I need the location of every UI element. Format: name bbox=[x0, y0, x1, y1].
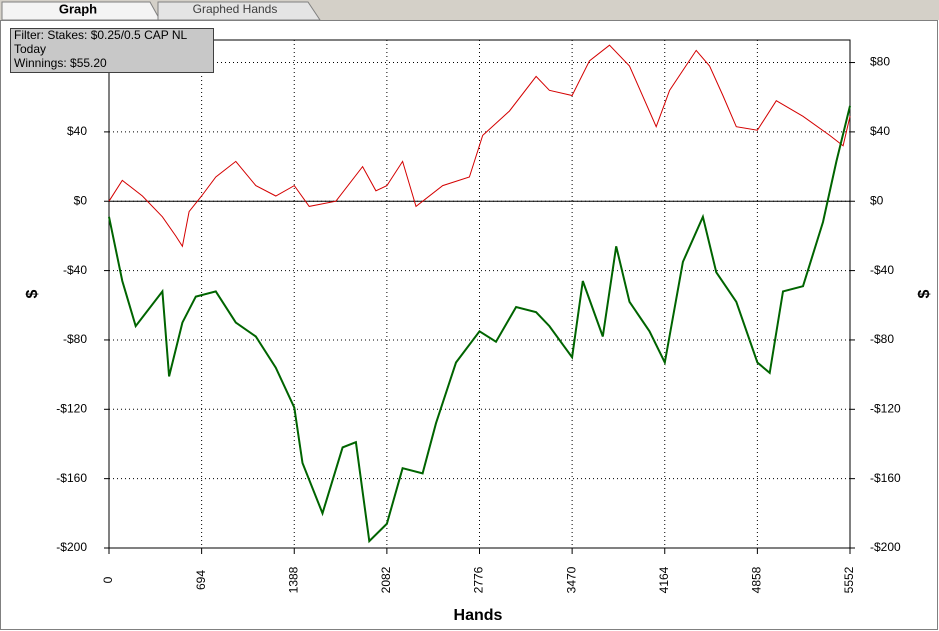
chart-panel bbox=[0, 20, 938, 630]
y2-axis-label: $ bbox=[916, 289, 933, 298]
y-axis-label: $ bbox=[24, 289, 41, 298]
tab-label[interactable]: Graphed Hands bbox=[193, 2, 278, 16]
plot-frame bbox=[108, 39, 851, 549]
x-tick-label: 4164 bbox=[657, 566, 671, 593]
info-text: Winnings: $55.20 bbox=[14, 56, 107, 70]
info-text: Today bbox=[14, 42, 46, 56]
info-text: Filter: Stakes: $0.25/0.5 CAP NL bbox=[14, 28, 188, 42]
y2-tick-label: -$120 bbox=[870, 401, 901, 415]
series-line bbox=[108, 44, 851, 248]
y2-tick-label: $40 bbox=[870, 124, 890, 138]
x-tick-label: 4858 bbox=[750, 566, 764, 593]
x-tick-label: 2776 bbox=[472, 566, 486, 593]
x-tick-label: 0 bbox=[101, 576, 115, 583]
y-tick-label: -$80 bbox=[63, 332, 87, 346]
y-tick-label: $40 bbox=[67, 124, 87, 138]
tab-label[interactable]: Graph bbox=[59, 1, 97, 16]
x-tick-label: 1388 bbox=[286, 566, 300, 593]
y-tick-label: -$120 bbox=[56, 401, 87, 415]
info-box: Filter: Stakes: $0.25/0.5 CAP NL Today W… bbox=[10, 28, 214, 73]
y2-tick-label: -$200 bbox=[870, 540, 901, 554]
y2-tick-label: $0 bbox=[870, 193, 884, 207]
plot: -$200 -$160 -$120 -$80 -$40 $0 $40 $80 -$200 -$16… bbox=[56, 39, 901, 593]
y2-tick-label: -$80 bbox=[870, 332, 894, 346]
x-tick-label: 694 bbox=[194, 570, 208, 590]
x-tick-label: 5552 bbox=[842, 566, 856, 593]
x-tick-label: 3470 bbox=[564, 566, 578, 593]
y-tick-label: -$40 bbox=[63, 263, 87, 277]
y-tick-label: -$200 bbox=[56, 540, 87, 554]
x-axis-label: Hands bbox=[454, 607, 503, 624]
y-tick-label: -$160 bbox=[56, 471, 87, 485]
series-line bbox=[108, 105, 851, 544]
info-box-bg bbox=[10, 28, 214, 73]
y2-tick-label: -$160 bbox=[870, 471, 901, 485]
x-tick-label: 2082 bbox=[379, 566, 393, 593]
y2-tick-label: $80 bbox=[870, 55, 890, 69]
y2-tick-label: -$40 bbox=[870, 263, 894, 277]
y-tick-label: $0 bbox=[74, 193, 88, 207]
